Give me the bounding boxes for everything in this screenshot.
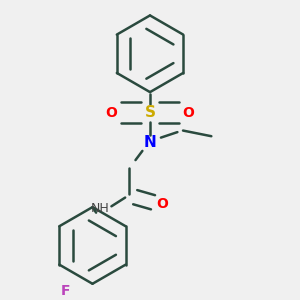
Text: O: O	[106, 106, 118, 120]
Text: F: F	[61, 284, 71, 298]
Text: O: O	[156, 197, 168, 211]
Text: N: N	[144, 135, 156, 150]
Text: S: S	[145, 105, 155, 120]
Text: NH: NH	[91, 202, 109, 215]
Text: O: O	[182, 106, 194, 120]
